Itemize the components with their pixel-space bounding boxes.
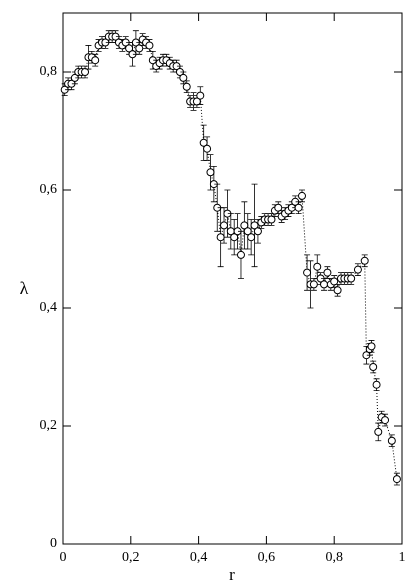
point (330, 277, 339, 286)
x-tick-label: 0,6 (258, 550, 276, 565)
point (323, 268, 332, 277)
point (309, 280, 318, 289)
y-tick-label: 0,8 (40, 64, 58, 79)
point (196, 91, 205, 100)
point (182, 82, 191, 91)
connecting-line (64, 36, 398, 480)
point (203, 144, 212, 153)
point (353, 265, 362, 274)
point (247, 233, 256, 242)
x-tick-label: 0,2 (122, 550, 140, 565)
point (347, 274, 356, 283)
point (313, 262, 322, 271)
point (294, 203, 303, 212)
point (135, 44, 144, 53)
point (145, 41, 154, 50)
point (267, 215, 276, 224)
point (236, 250, 245, 259)
point (91, 56, 100, 65)
point (179, 73, 188, 82)
point (360, 256, 369, 265)
point (392, 475, 401, 484)
point (320, 280, 329, 289)
x-tick-label: 0,4 (190, 550, 208, 565)
point (333, 286, 342, 295)
point (81, 68, 90, 76)
y-tick-label: 0,6 (40, 182, 58, 197)
point (206, 168, 215, 177)
plot-frame (62, 12, 403, 545)
x-tick-label: 0 (60, 550, 67, 565)
point (369, 363, 378, 371)
x-tick-label: 1 (399, 550, 406, 565)
point (297, 191, 306, 200)
point (387, 436, 396, 445)
y-tick-label: 0,4 (40, 300, 58, 315)
point (374, 427, 383, 436)
y-tick-label: 0 (50, 536, 57, 551)
point (253, 227, 262, 236)
point (303, 268, 312, 277)
point (220, 221, 229, 230)
point (381, 416, 390, 425)
x-axis-label: r (229, 565, 235, 584)
y-axis-label: λ (20, 278, 29, 298)
point (367, 342, 376, 351)
point (372, 380, 381, 389)
y-tick-label: 0,2 (40, 418, 58, 433)
point (274, 203, 283, 212)
x-tick-label: 0,8 (325, 550, 343, 565)
point (216, 233, 225, 242)
